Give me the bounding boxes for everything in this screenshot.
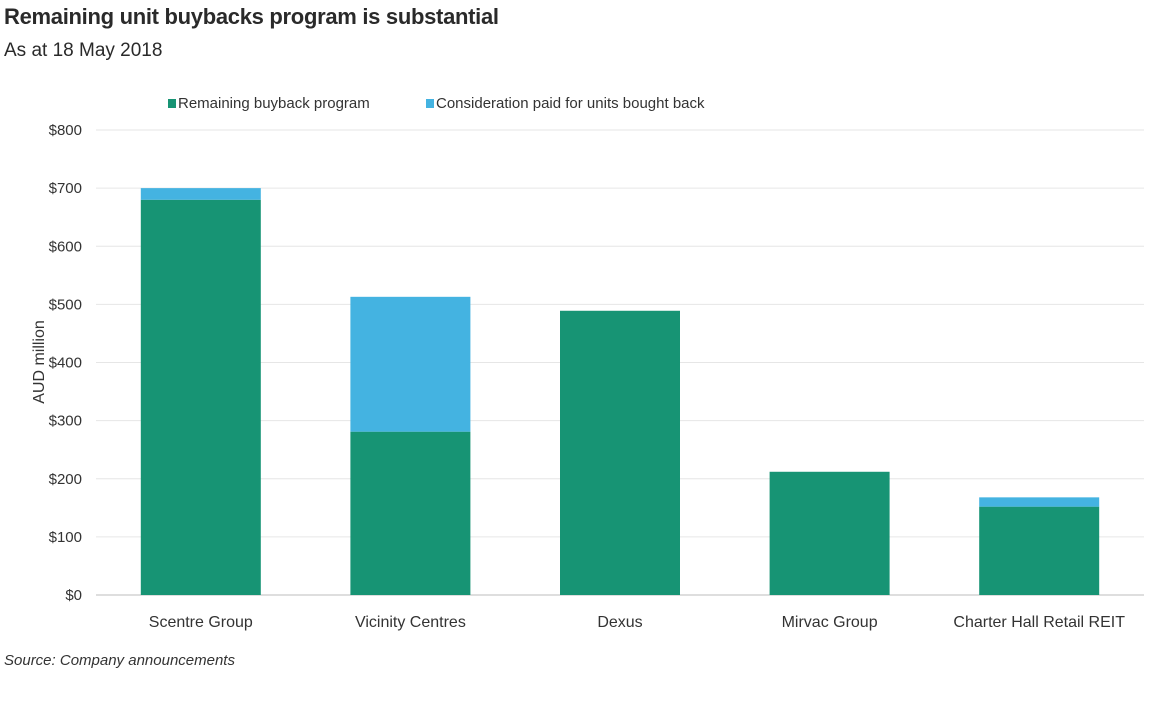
y-tick-label: $100 [49, 529, 82, 546]
x-tick-label: Mirvac Group [782, 614, 878, 631]
bar-segment-consideration [140, 188, 261, 200]
y-tick-label: $0 [65, 587, 82, 604]
legend-label: Remaining buyback program [178, 95, 370, 112]
bars [140, 188, 1100, 595]
y-tick-label: $400 [49, 355, 82, 372]
y-tick-label: $600 [49, 238, 82, 255]
x-axis-labels: Scentre Group Vicinity Centres Dexus Mirvac… [149, 614, 1125, 631]
legend-swatch [426, 99, 434, 108]
source-note: Source: Company announcements [4, 652, 235, 669]
bar-segment-remaining [769, 471, 890, 595]
y-tick-label: $200 [49, 471, 82, 488]
chart-subtitle: As at 18 May 2018 [4, 40, 163, 61]
legend-swatch [168, 99, 176, 108]
x-tick-label: Charter Hall Retail REIT [953, 614, 1125, 631]
legend: Remaining buyback program Consideration p… [168, 95, 705, 112]
bar-segment-remaining [560, 310, 680, 595]
bar-segment-remaining [350, 431, 471, 595]
y-axis-label: AUD million [31, 320, 48, 404]
bar-segment-remaining [140, 199, 261, 595]
x-tick-label: Vicinity Centres [355, 614, 466, 631]
bar-segment-remaining [979, 506, 1100, 595]
x-tick-label: Scentre Group [149, 614, 253, 631]
x-tick-label: Dexus [597, 614, 642, 631]
bar-segment-consideration [350, 296, 471, 432]
y-tick-label: $300 [49, 413, 82, 430]
y-axis-ticks: $0 $100 $200 $300 $400 $500 $600 $700 $800 [49, 122, 82, 604]
bar-segment-consideration [979, 497, 1100, 507]
y-tick-label: $500 [49, 296, 82, 313]
chart-title: Remaining unit buybacks program is subst… [4, 4, 499, 29]
legend-label: Consideration paid for units bought back [436, 95, 705, 112]
y-tick-label: $800 [49, 122, 82, 139]
y-tick-label: $700 [49, 180, 82, 197]
